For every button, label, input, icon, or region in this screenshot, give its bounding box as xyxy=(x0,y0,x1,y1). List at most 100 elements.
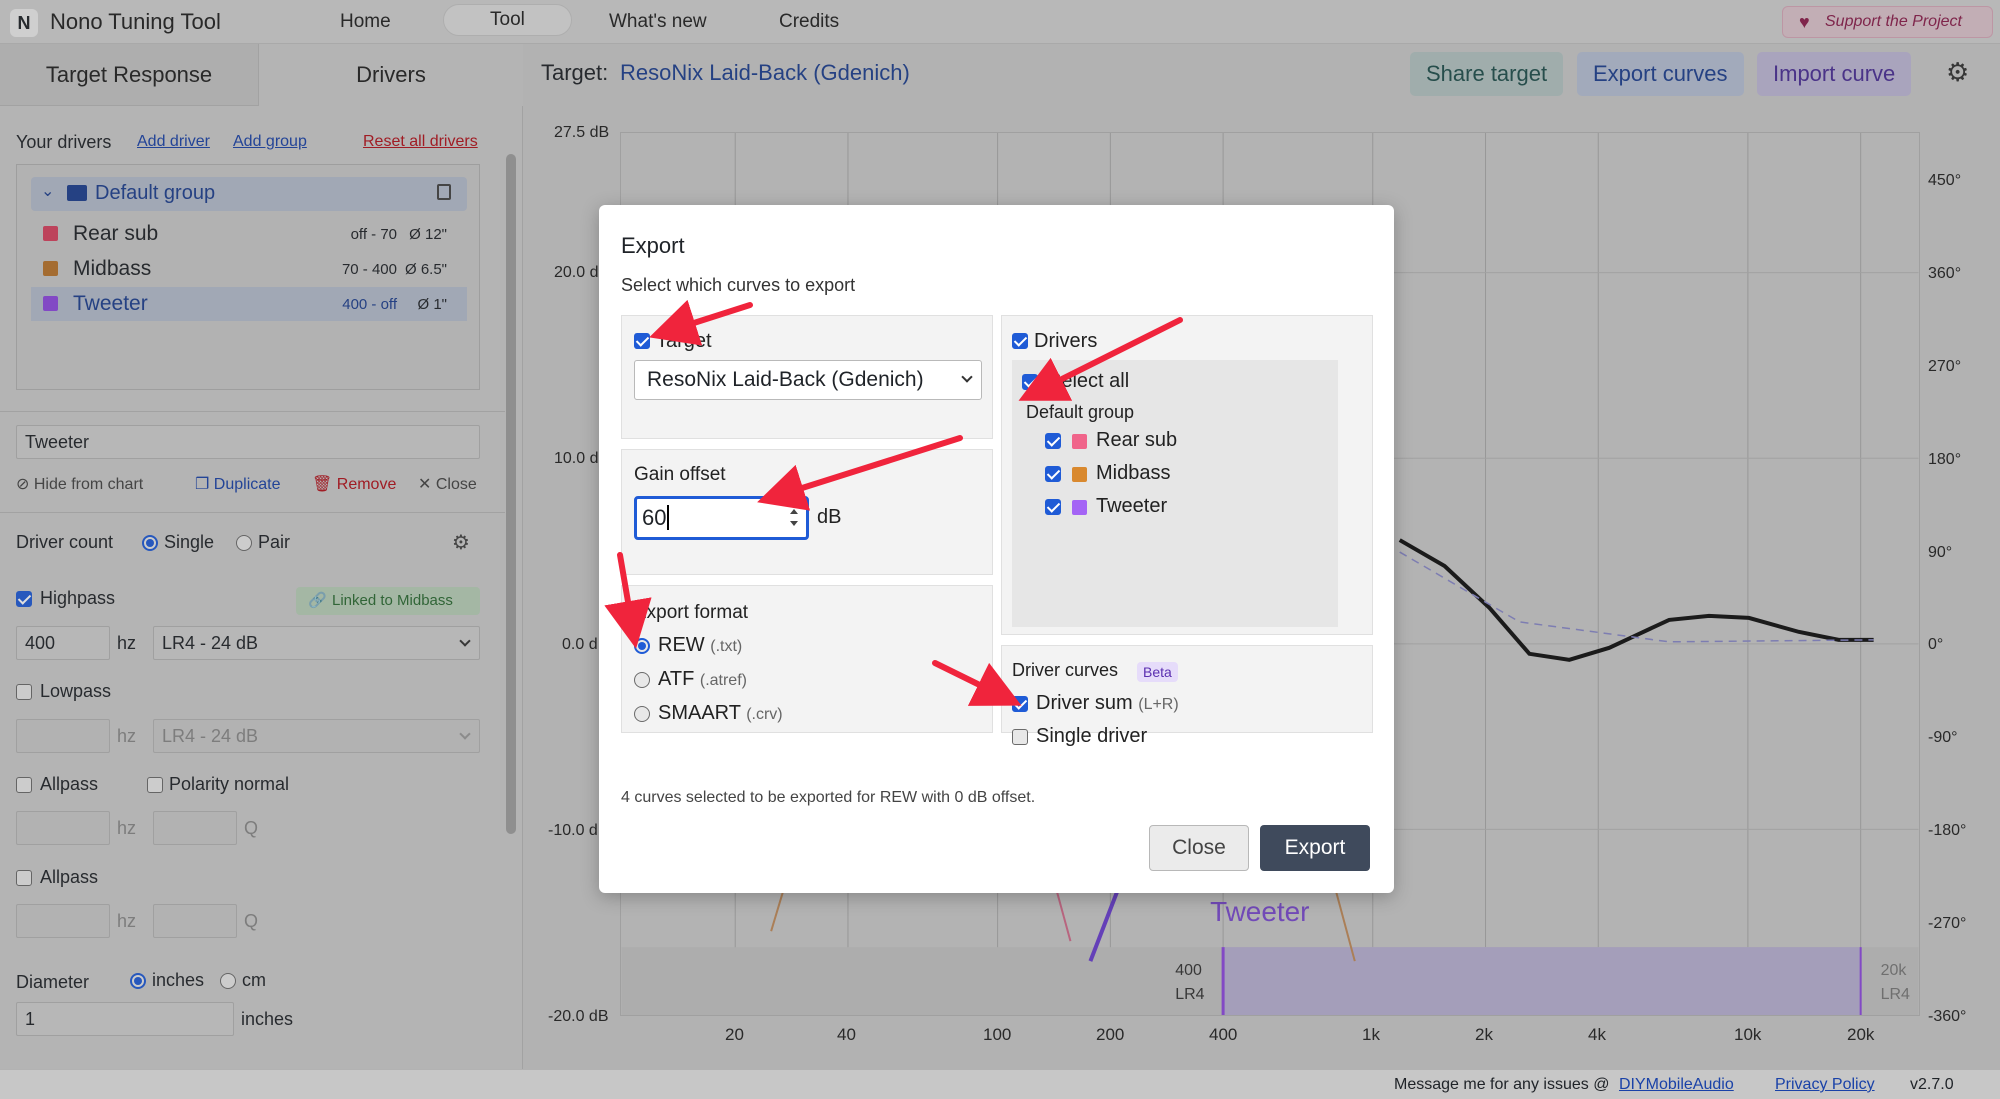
allpass-checkbox[interactable] xyxy=(16,777,32,793)
tweeter-label: Tweeter xyxy=(1096,495,1168,517)
inches-radio[interactable] xyxy=(130,973,146,989)
rew-radio[interactable] xyxy=(634,638,650,654)
app-logo: N xyxy=(10,9,38,37)
nav-credits[interactable]: Credits xyxy=(779,11,840,32)
lowpass-slope-select[interactable]: LR4 - 24 dB xyxy=(153,719,480,753)
nav-whats-new[interactable]: What's new xyxy=(609,11,707,32)
export-curves-button[interactable]: Export curves xyxy=(1577,52,1744,96)
allpass-q-input[interactable] xyxy=(153,811,237,845)
drivers-list-box: ⌄ Default group Rear sub off - 70 Ø 12" … xyxy=(16,164,480,390)
inches-label: inches xyxy=(152,970,205,990)
x-tick: 100 xyxy=(983,1025,1012,1044)
hp-marker-freq: 400 xyxy=(1175,962,1202,979)
gain-offset-input[interactable]: 60 xyxy=(634,496,809,540)
target-select[interactable]: ResoNix Laid-Back (Gdenich) xyxy=(634,360,982,400)
highpass-label: Highpass xyxy=(40,588,116,608)
x-tick: 40 xyxy=(837,1025,856,1044)
trash-icon: 🗑 xyxy=(312,476,337,493)
allpass-freq-input[interactable] xyxy=(16,811,110,845)
phase-tick: 0° xyxy=(1928,636,1944,653)
gear-icon[interactable]: ⚙ xyxy=(452,532,470,554)
x-tick: 20 xyxy=(725,1025,744,1044)
left-scrollbar[interactable] xyxy=(506,154,516,834)
smaart-radio[interactable] xyxy=(634,706,650,722)
polarity-label: Polarity normal xyxy=(169,774,290,794)
reset-all-drivers-link[interactable]: Reset all drivers xyxy=(363,133,478,150)
drivers-checkbox[interactable] xyxy=(1012,333,1028,349)
close-button[interactable]: ✕ Close xyxy=(418,476,477,493)
add-group-link[interactable]: Add group xyxy=(233,133,307,150)
allpass2-freq-input[interactable] xyxy=(16,904,110,938)
x-tick: 2k xyxy=(1475,1025,1493,1044)
copy-icon[interactable] xyxy=(437,184,451,200)
lp-marker-slope: LR4 xyxy=(1881,986,1910,1003)
tab-target-response[interactable]: Target Response xyxy=(0,44,259,106)
linked-badge[interactable]: 🔗 Linked to Midbass xyxy=(296,587,480,615)
midbass-checkbox[interactable] xyxy=(1045,466,1061,482)
polarity-checkbox[interactable] xyxy=(147,777,163,793)
import-curve-button[interactable]: Import curve xyxy=(1757,52,1912,96)
remove-button[interactable]: 🗑 Remove xyxy=(312,476,397,493)
single-driver-checkbox[interactable] xyxy=(1012,729,1028,745)
driver-item-rear-sub[interactable]: Rear sub off - 70 Ø 12" xyxy=(31,217,467,251)
tweeter-checkbox[interactable] xyxy=(1045,499,1061,515)
highpass-slope-select[interactable]: LR4 - 24 dB xyxy=(153,626,480,660)
eye-off-icon: ⊘ xyxy=(16,476,34,493)
modal-close-button[interactable]: Close xyxy=(1149,825,1249,871)
x-tick: 200 xyxy=(1096,1025,1125,1044)
export-summary-note: 4 curves selected to be exported for REW… xyxy=(621,789,1036,806)
driver-item-tweeter[interactable]: Tweeter 400 - off Ø 1" xyxy=(31,287,467,321)
linked-label: Linked to Midbass xyxy=(332,592,453,609)
hz-unit: hz xyxy=(117,818,137,838)
highpass-checkbox[interactable] xyxy=(16,591,32,607)
atf-label: ATF (.atref) xyxy=(658,668,747,690)
spin-down-icon[interactable] xyxy=(790,521,798,526)
driver-name-input[interactable]: Tweeter xyxy=(16,425,480,459)
y-tick: -20.0 dB xyxy=(548,1008,609,1025)
x-tick: 4k xyxy=(1588,1025,1606,1044)
support-project-button[interactable]: ♥ Support the Project xyxy=(1782,6,1993,38)
allpass2-q-input[interactable] xyxy=(153,904,237,938)
driver-diameter: Ø 12" xyxy=(409,226,447,243)
nav-tool[interactable]: Tool xyxy=(443,4,572,36)
share-target-button[interactable]: Share target xyxy=(1410,52,1564,96)
beta-badge: Beta xyxy=(1137,662,1178,682)
select-all-checkbox[interactable] xyxy=(1022,374,1038,390)
drivers-checkbox-label: Drivers xyxy=(1034,330,1098,352)
target-name-link[interactable]: ResoNix Laid-Back (Gdenich) xyxy=(620,60,910,85)
rear-sub-label: Rear sub xyxy=(1096,429,1178,451)
nav-home[interactable]: Home xyxy=(340,11,391,32)
diymobileaudio-link[interactable]: DIYMobileAudio xyxy=(1619,1076,1734,1093)
tab-drivers[interactable]: Drivers xyxy=(259,44,523,106)
chevron-down-icon[interactable]: ⌄ xyxy=(41,183,55,200)
privacy-policy-link[interactable]: Privacy Policy xyxy=(1775,1076,1875,1093)
diameter-input[interactable]: 1 xyxy=(16,1002,234,1036)
add-driver-link[interactable]: Add driver xyxy=(137,133,210,150)
phase-tick: -90° xyxy=(1928,729,1958,746)
default-group-header[interactable]: ⌄ Default group xyxy=(31,177,467,211)
driver-curves-panel: Driver curves Beta Driver sum (L+R) Sing… xyxy=(1001,645,1373,747)
driver-range: off - 70 xyxy=(350,226,397,243)
atf-radio[interactable] xyxy=(634,672,650,688)
diameter-unit: inches xyxy=(241,1009,294,1029)
lowpass-freq-input[interactable] xyxy=(16,719,110,753)
duplicate-button[interactable]: ❐ Duplicate xyxy=(195,476,281,493)
cm-label: cm xyxy=(242,970,266,990)
settings-gear-icon[interactable]: ⚙ xyxy=(1946,57,1970,87)
rear-sub-checkbox[interactable] xyxy=(1045,433,1061,449)
highpass-freq-input[interactable]: 400 xyxy=(16,626,110,660)
modal-export-button[interactable]: Export xyxy=(1260,825,1370,871)
target-checkbox[interactable] xyxy=(634,333,650,349)
allpass2-checkbox[interactable] xyxy=(16,870,32,886)
single-radio[interactable] xyxy=(142,535,158,551)
footer-message: Message me for any issues @ xyxy=(1394,1076,1610,1093)
driver-sum-label: Driver sum (L+R) xyxy=(1036,692,1179,714)
lowpass-checkbox[interactable] xyxy=(16,684,32,700)
cm-radio[interactable] xyxy=(220,973,236,989)
spin-up-icon[interactable] xyxy=(790,509,798,514)
hide-from-chart-button[interactable]: ⊘ Hide from chart xyxy=(16,476,144,493)
chevron-down-icon xyxy=(961,371,973,383)
driver-item-midbass[interactable]: Midbass 70 - 400 Ø 6.5" xyxy=(31,252,467,286)
driver-sum-checkbox[interactable] xyxy=(1012,696,1028,712)
pair-radio[interactable] xyxy=(236,535,252,551)
